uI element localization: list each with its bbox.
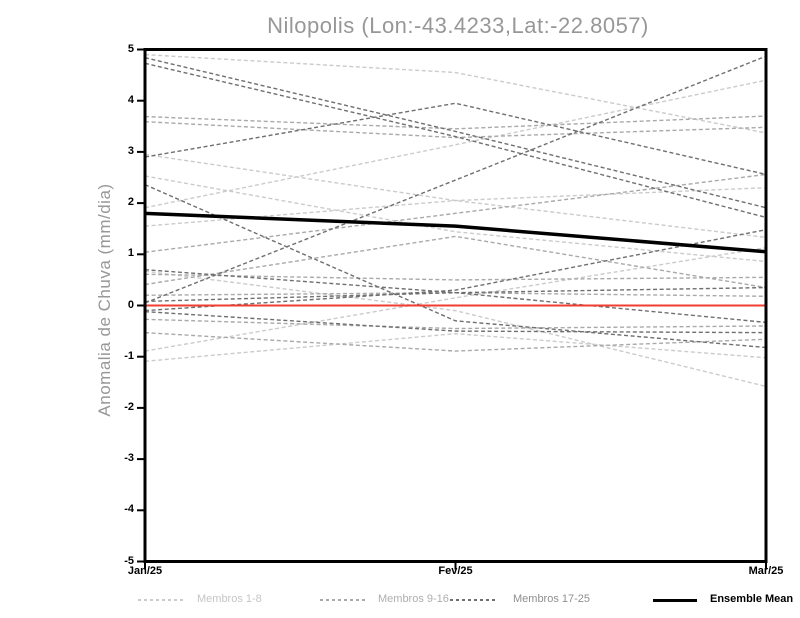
x-tick-label: Mar/25 [748, 565, 784, 577]
y-tick-label: 2 [127, 196, 134, 209]
member-line-group3 [144, 310, 767, 334]
legend-label-members-9-16: Membros 9-16 [378, 593, 449, 605]
y-tick-label: 5 [127, 42, 134, 55]
member-line-group2 [144, 235, 767, 289]
member-line-group1 [144, 332, 767, 363]
member-line-group2 [144, 120, 767, 139]
y-tick-label: -4 [124, 503, 134, 516]
member-line-group3 [144, 55, 767, 304]
y-tick-label: -5 [124, 554, 134, 567]
member-line-group1 [144, 175, 767, 263]
y-tick-label: 3 [127, 144, 134, 157]
ensemble-mean-line [144, 211, 767, 254]
y-tick-label: 4 [127, 93, 134, 106]
y-tick-label: -1 [124, 349, 134, 362]
y-tick-label: -3 [124, 452, 134, 465]
y-tick-label: -2 [124, 400, 134, 413]
member-line-group2 [144, 331, 767, 352]
legend-swatch-members-17-25 [450, 599, 497, 601]
legend-label-ensemble-mean: Ensemble Mean [710, 593, 794, 605]
y-tick-label: 1 [127, 247, 134, 260]
y-tick-label: 0 [127, 298, 134, 311]
x-tick-label: Jan/25 [127, 565, 163, 577]
member-line-group1 [144, 187, 767, 227]
member-line-group3 [144, 102, 767, 176]
member-line-group2 [144, 173, 767, 253]
chart-title: Nilopolis (Lon:-43.4233,Lat:-22.8057) [267, 13, 649, 38]
member-line-group1 [144, 53, 767, 134]
legend-swatch-ensemble-mean [653, 599, 697, 602]
member-line-group2 [144, 115, 767, 130]
legend: Membros 1-8 Membros 9-16 Membros 17-25 E… [0, 592, 800, 612]
member-line-group2 [144, 318, 767, 330]
legend-swatch-members-1-8 [138, 599, 185, 601]
member-line-group3 [144, 62, 767, 219]
member-line-group3 [144, 229, 767, 312]
member-line-group3 [144, 184, 767, 349]
member-line-group1 [144, 270, 767, 388]
member-line-group3 [144, 268, 767, 324]
legend-label-members-17-25: Membros 17-25 [513, 593, 591, 605]
legend-label-members-1-8: Membros 1-8 [197, 593, 262, 605]
legend-swatch-members-9-16 [320, 599, 367, 601]
member-line-group2 [144, 273, 767, 281]
x-tick-label: Fev/25 [438, 565, 473, 577]
member-line-group3 [144, 57, 767, 209]
member-line-group1 [144, 79, 767, 209]
member-line-group1 [144, 246, 767, 352]
